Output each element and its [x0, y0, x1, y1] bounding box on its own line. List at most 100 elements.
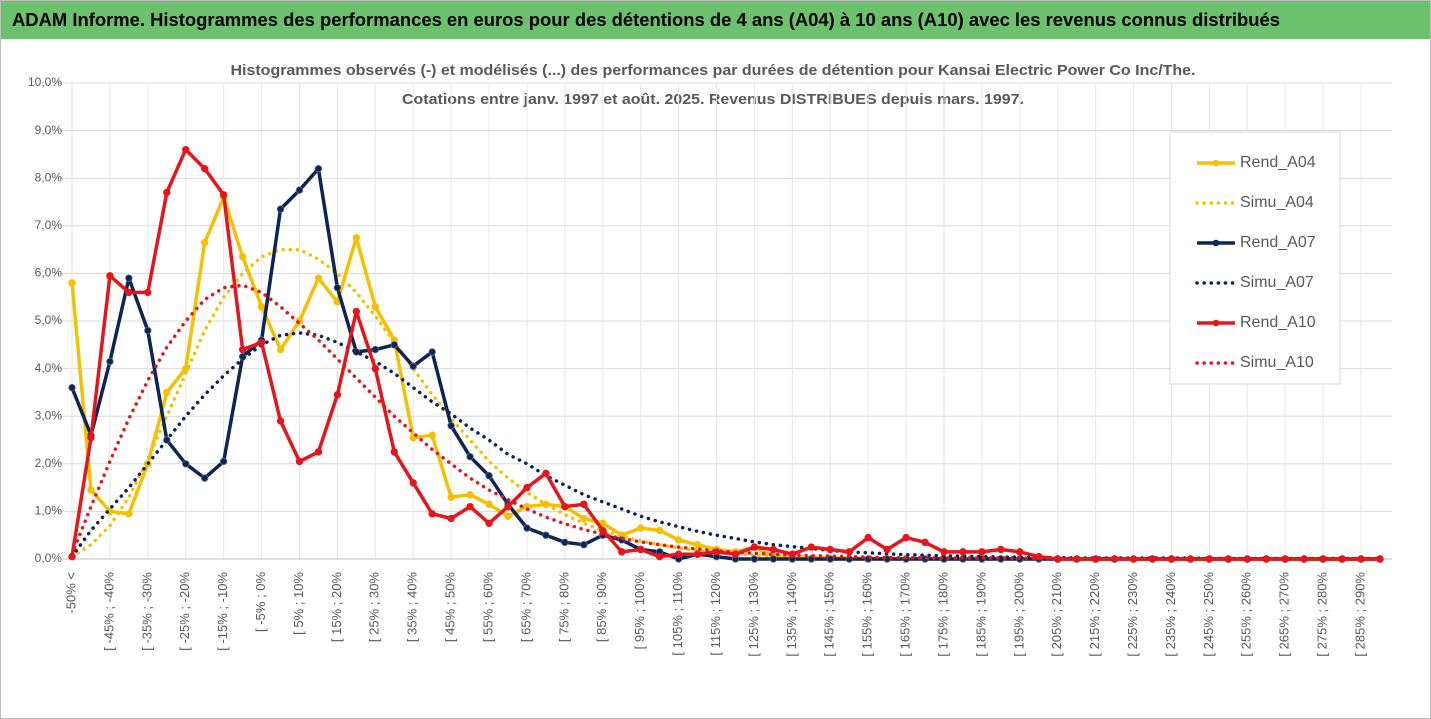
series-line — [70, 283, 1382, 561]
point — [485, 472, 493, 480]
point — [1016, 548, 1024, 556]
point — [655, 526, 664, 535]
x-tick-label: [ 175% ; 180% — [935, 572, 950, 657]
y-tick-label: 5,0% — [35, 313, 63, 327]
legend-box — [1169, 131, 1341, 385]
legend-label: Rend_A07 — [1240, 234, 1316, 251]
point — [125, 274, 133, 282]
point — [504, 512, 512, 520]
point — [200, 474, 209, 482]
point — [200, 164, 209, 173]
point — [466, 491, 474, 499]
point — [409, 479, 417, 487]
point — [674, 550, 683, 558]
point — [826, 545, 834, 554]
point — [238, 253, 247, 261]
point — [864, 533, 872, 542]
point — [314, 274, 323, 282]
x-tick-label: [ 275% ; 280% — [1315, 572, 1330, 657]
point — [106, 357, 114, 366]
x-tick-label: [ 205% ; 210% — [1049, 572, 1064, 657]
point — [618, 548, 626, 556]
point — [371, 345, 380, 354]
point — [219, 191, 228, 199]
x-tick-label: [ 195% ; 200% — [1011, 572, 1026, 657]
point — [693, 550, 702, 558]
y-tick-label: 10,0% — [28, 75, 62, 89]
header-bar — [1, 1, 1430, 39]
point — [371, 303, 380, 311]
x-tick-label: [ 145% ; 150% — [822, 572, 837, 657]
point — [352, 307, 361, 316]
point — [371, 364, 380, 373]
x-tick-label: [ 135% ; 140% — [784, 572, 799, 657]
legend-label: Rend_A10 — [1240, 314, 1316, 331]
legend-label: Simu_A10 — [1240, 354, 1314, 371]
point — [182, 145, 190, 154]
y-tick-label: 4,0% — [35, 361, 63, 375]
point — [561, 538, 569, 547]
point — [333, 391, 342, 399]
point — [580, 541, 588, 549]
point — [959, 548, 967, 556]
point — [750, 543, 759, 551]
point — [693, 541, 702, 549]
point — [655, 552, 664, 561]
point — [769, 555, 778, 563]
point — [163, 388, 171, 397]
point — [238, 345, 247, 354]
x-tick-label: [ -5% ; 0% — [253, 572, 268, 632]
x-tick-label: [ 15% ; 20% — [329, 572, 344, 643]
point — [409, 362, 417, 370]
point — [940, 548, 948, 556]
point — [523, 483, 531, 492]
point — [163, 188, 171, 197]
point — [504, 502, 512, 511]
point — [144, 326, 152, 335]
point — [997, 545, 1005, 554]
legend-marker — [1212, 319, 1220, 327]
point — [106, 272, 114, 280]
point — [428, 510, 436, 518]
y-tick-label: 0,0% — [35, 551, 63, 565]
point — [674, 536, 683, 544]
point — [902, 533, 910, 542]
x-tick-label: [ 35% ; 40% — [405, 572, 420, 643]
point — [257, 338, 266, 347]
point — [883, 545, 891, 554]
point — [580, 500, 588, 508]
point — [428, 348, 436, 356]
point — [182, 460, 190, 468]
series-line — [70, 247, 1382, 561]
x-tick-label: [ 125% ; 130% — [746, 572, 761, 657]
y-tick-label: 2,0% — [35, 456, 63, 470]
point — [333, 283, 342, 292]
x-tick-label: [ 235% ; 240% — [1163, 572, 1178, 657]
point — [636, 524, 645, 532]
x-tick-label: -50% < — [63, 572, 78, 614]
point — [125, 288, 133, 297]
point — [1376, 555, 1384, 563]
point — [314, 448, 323, 456]
x-tick-label: [ 165% ; 170% — [898, 572, 913, 657]
point — [144, 288, 152, 297]
point — [561, 502, 569, 511]
point — [125, 510, 133, 518]
legend-marker — [1212, 159, 1220, 167]
legend-marker — [1212, 239, 1220, 247]
point — [485, 500, 493, 508]
x-tick-label: [ 155% ; 160% — [860, 572, 875, 657]
x-tick-label: [ -25% ; -20% — [177, 572, 192, 651]
point — [826, 555, 834, 563]
chart-title: Histogrammes observés (-) et modélisés (… — [231, 62, 1196, 79]
legend-label: Simu_A04 — [1240, 194, 1314, 211]
point — [523, 524, 531, 532]
x-tick-label: [ 265% ; 270% — [1277, 572, 1292, 657]
point — [447, 422, 455, 430]
point — [485, 519, 493, 527]
point — [428, 431, 436, 439]
x-tick-label: [ 55% ; 60% — [480, 572, 495, 643]
y-tick-label: 9,0% — [35, 123, 63, 137]
point — [68, 279, 76, 287]
